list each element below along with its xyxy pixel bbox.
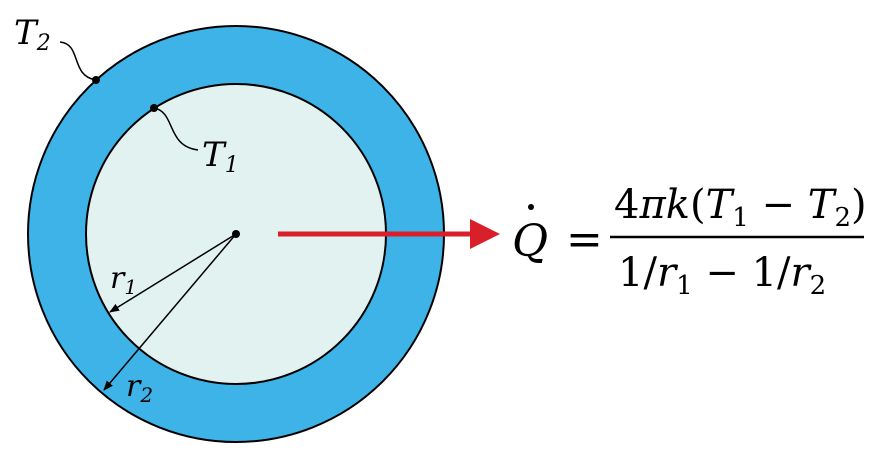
right-arrow-icon xyxy=(278,219,500,249)
equation-numerator: 4πk(T1 − T2) xyxy=(614,182,867,233)
inner-radius-arrow xyxy=(109,233,237,313)
equation-equals: = xyxy=(566,214,603,265)
inner-temp-label: T1 xyxy=(202,135,239,178)
outer-temp-label: T2 xyxy=(14,13,51,56)
heat-rate-equation: Q = 4πk(T1 − T2) 1/r1 − 1/r2 xyxy=(512,182,867,301)
outer-radius-label: r2 xyxy=(126,369,153,407)
q-dot xyxy=(528,204,534,210)
inner-radius-label: r1 xyxy=(110,261,137,299)
equation-lhs: Q xyxy=(512,216,548,267)
outer-temp-leader xyxy=(59,41,97,81)
outer-radius-arrow xyxy=(103,233,237,391)
equation-denominator: 1/r1 − 1/r2 xyxy=(618,250,826,301)
inner-temp-leader xyxy=(153,107,199,151)
